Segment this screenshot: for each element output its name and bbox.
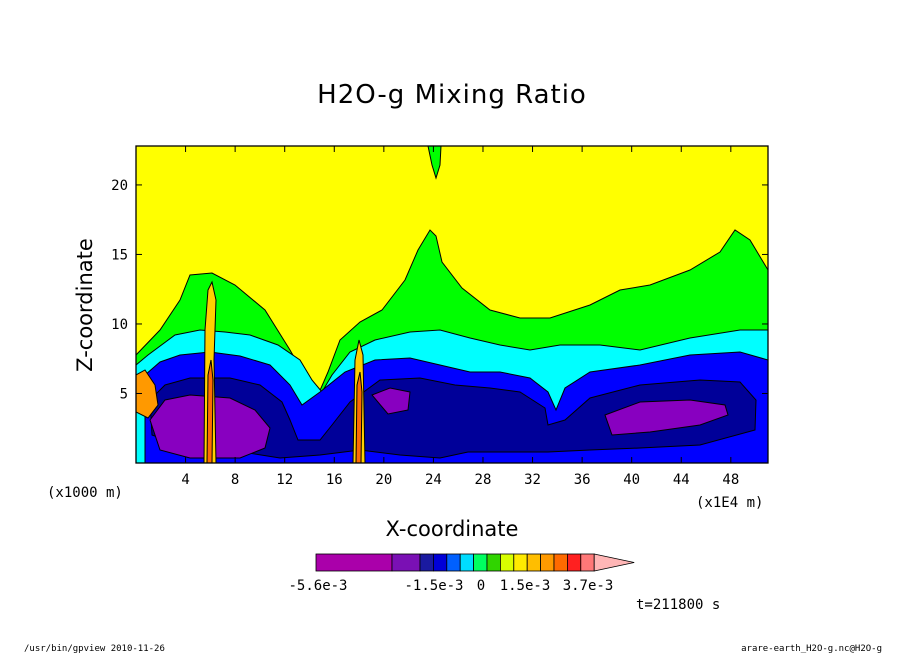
colorbar-swatch	[315, 553, 393, 572]
colorbar-label: -5.6e-3	[288, 578, 347, 594]
colorbar-swatch	[473, 553, 488, 572]
field-orange-left	[136, 369, 159, 419]
colorbar-label: -1.5e-3	[404, 578, 463, 594]
colorbar-swatch	[486, 553, 501, 572]
chart-title: H2O-g Mixing Ratio	[317, 80, 587, 110]
x-tick-label: 16	[326, 472, 343, 488]
x-unit-label: (x1000 m)	[47, 485, 123, 501]
colorbar-label: 0	[477, 578, 485, 594]
y-axis-title: Z-coordinate	[73, 238, 97, 372]
x-tick-label: 44	[673, 472, 690, 488]
plot-frame	[135, 145, 769, 464]
x-tick-label: 12	[276, 472, 293, 488]
field-green-top	[427, 146, 442, 180]
y-tick-label: 15	[111, 247, 128, 263]
colorbar-swatch	[580, 553, 595, 572]
x-axis-title: X-coordinate	[386, 517, 519, 541]
colorbar-swatch	[540, 553, 555, 572]
x-tick-label: 48	[722, 472, 739, 488]
field-plume-core-right	[355, 371, 363, 463]
colorbar-swatch	[446, 553, 461, 572]
y-tick-label: 5	[120, 386, 128, 402]
colorbar-swatch	[419, 553, 434, 572]
x-tick-label: 20	[375, 472, 392, 488]
colorbar	[315, 553, 635, 572]
colorbar-swatch	[432, 553, 448, 572]
field-purple-mid	[371, 387, 411, 415]
x-tick-label: 24	[425, 472, 442, 488]
colorbar-swatch	[459, 553, 475, 572]
x-axis: 4 8 12 16 20 24 28 32 36 40 44 48	[181, 146, 739, 488]
colorbar-label: 3.7e-3	[563, 578, 614, 594]
colorbar-swatch	[499, 553, 515, 572]
x-tick-label: 36	[574, 472, 591, 488]
time-label: t=211800 s	[636, 597, 720, 613]
colorbar-swatch	[513, 553, 528, 572]
colorbar-swatch	[567, 553, 582, 572]
colorbar-label: 1.5e-3	[500, 578, 551, 594]
footer-left: /usr/bin/gpview 2010-11-26	[24, 644, 165, 654]
field-plume-core-left	[206, 359, 214, 463]
y-tick-label: 10	[111, 317, 128, 333]
colorbar-swatch	[526, 553, 542, 572]
plot-area	[136, 146, 768, 463]
x-tick-label: 32	[524, 472, 541, 488]
footer-right: arare-earth_H2O-g.nc@H2O-g	[741, 644, 882, 654]
colorbar-swatch	[391, 553, 421, 572]
colorbar-swatch	[553, 553, 568, 572]
x-tick-label: 4	[181, 472, 189, 488]
y-tick-label: 20	[111, 178, 128, 194]
colorbar-extend-arrow	[593, 553, 635, 572]
x-tick-label: 8	[231, 472, 239, 488]
x-scale-label: (x1E4 m)	[696, 495, 763, 511]
field-navy	[149, 377, 757, 459]
x-tick-label: 40	[623, 472, 640, 488]
colorbar-labels: -5.6e-3 -1.5e-3 0 1.5e-3 3.7e-3	[288, 578, 613, 594]
field-purple-right	[604, 399, 729, 436]
x-tick-label: 28	[475, 472, 492, 488]
y-axis: 5 10 15 20	[111, 178, 768, 402]
